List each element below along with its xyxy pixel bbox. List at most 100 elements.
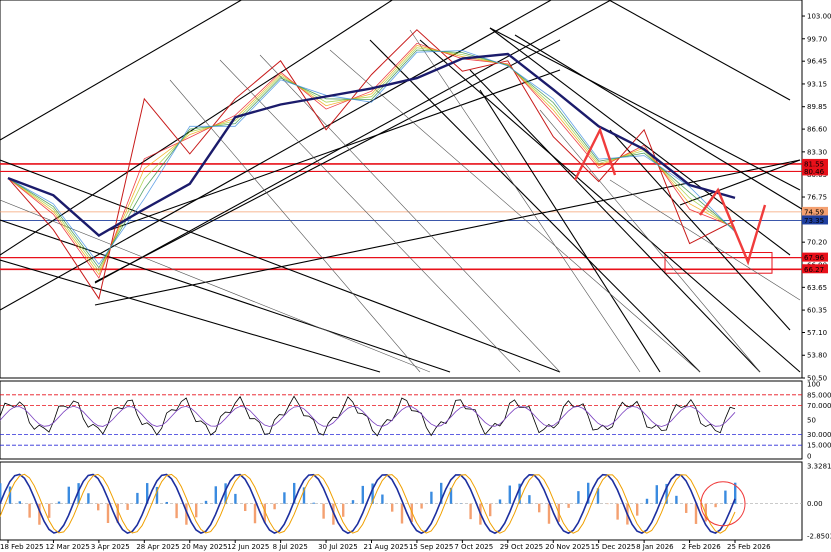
macd-histogram-bar [224, 483, 227, 504]
date-label: 20 Nov 2025 [545, 543, 590, 551]
macd-histogram-bar [18, 501, 21, 504]
macd-histogram-bar [253, 503, 257, 524]
price-label: 73.35 [804, 217, 824, 225]
date-label: 30 Jul 2025 [318, 543, 358, 551]
price-label: 67.96 [804, 254, 825, 262]
macd-histogram-bar [508, 485, 511, 504]
macd-histogram-bar [136, 492, 139, 504]
ma-ribbon-line [7, 45, 736, 276]
date-label: 21 Aug 2025 [364, 543, 409, 551]
macd-histogram-bar [518, 483, 521, 504]
price-label-box [802, 252, 828, 262]
price-tick-label: 63.65 [807, 284, 827, 292]
macd-histogram-bar [312, 502, 315, 504]
macd-tick-label: 3.3281 [807, 463, 831, 471]
macd-histogram-bar [704, 503, 707, 522]
price-label-box [802, 206, 828, 216]
macd-line [0, 473, 736, 535]
macd-histogram-bar [391, 503, 394, 512]
macd-histogram-bar [293, 482, 296, 504]
macd-histogram-bar [694, 503, 698, 524]
price-label: 74.59 [804, 208, 824, 216]
channel-line [94, 159, 801, 306]
date-label: 12 Jun 2025 [227, 543, 269, 551]
channel-line [109, 69, 561, 231]
date-label: 20 May 2025 [182, 543, 228, 551]
price-label-box [802, 215, 828, 225]
price-label: 81.55 [804, 160, 824, 168]
macd-histogram-bar [116, 503, 119, 523]
channel-line [0, 159, 561, 373]
channel-line [479, 89, 661, 373]
macd-histogram-bar [263, 503, 266, 523]
macd-histogram-bar [685, 503, 688, 513]
macd-histogram-bar [273, 503, 276, 510]
ma-ribbon-line [7, 47, 736, 272]
macd-histogram-bar [87, 493, 90, 504]
date-label: 28 Apr 2025 [136, 543, 179, 551]
macd-histogram-bar [489, 503, 492, 517]
macd-signal-line [0, 473, 736, 534]
macd-pane-frame [0, 461, 803, 541]
oscillator-pane-frame [0, 380, 803, 460]
macd-histogram-bar [351, 500, 355, 504]
oscillator-signal-line [0, 405, 736, 427]
moving-average-line [7, 52, 736, 237]
macd-histogram-bar [420, 503, 423, 509]
macd-histogram-bar [587, 482, 590, 504]
fan-line [0, 199, 431, 373]
macd-histogram-bar [577, 491, 580, 504]
projection-arrows [573, 126, 767, 266]
macd-histogram-bar [77, 483, 80, 504]
price-label-box [802, 158, 828, 168]
macd-histogram-bar [48, 503, 51, 518]
channel-line [489, 27, 791, 256]
main-price-pane[interactable] [0, 0, 821, 379]
oscillator-pane[interactable] [0, 380, 803, 460]
price-tick-label: 93.15 [807, 80, 827, 88]
channel-line [0, 219, 451, 373]
macd-tick-label: 0.00 [807, 500, 823, 508]
macd-histogram-bar [567, 503, 570, 508]
macd-pane[interactable] [0, 461, 803, 541]
price-label-box [802, 166, 828, 176]
macd-histogram-bar [734, 482, 737, 504]
macd-histogram-bar [714, 503, 717, 508]
highlight-circle [700, 481, 746, 527]
macd-histogram-bar [67, 486, 70, 504]
macd-histogram-bar [498, 499, 502, 504]
macd-histogram-bar [97, 503, 100, 511]
macd-histogram-bar [185, 503, 188, 525]
macd-histogram-bar [596, 488, 600, 504]
price-tick-label: 89.85 [807, 103, 827, 111]
macd-histogram-bar [655, 485, 658, 504]
macd-histogram-bar [400, 503, 404, 524]
date-label: 8 Jan 2026 [636, 543, 674, 551]
ma-ribbon-line [7, 42, 736, 279]
price-tick-label: 86.60 [807, 126, 827, 134]
macd-histogram-bar [440, 482, 443, 504]
macd-histogram-bar [28, 503, 31, 518]
main-pane-frame [0, 0, 803, 379]
macd-histogram-bar [175, 503, 178, 519]
oscillator-tick-label: 50 [807, 417, 816, 425]
macd-histogram-bar [449, 487, 453, 504]
date-label: 15 Dec 2025 [591, 543, 636, 551]
date-label: 2 Feb 2026 [682, 543, 722, 551]
channel-line [514, 34, 821, 221]
macd-histogram-bar [204, 500, 208, 504]
macd-histogram-bar [675, 495, 678, 504]
channel-line [607, 0, 791, 101]
fan-line [329, 49, 701, 373]
price-tick-label: 50.50 [807, 375, 827, 383]
channel-line [679, 159, 801, 206]
macd-tick-label: -2.8503 [807, 533, 831, 541]
macd-histogram-bar [724, 490, 727, 504]
price-tick-label: 70.20 [807, 239, 827, 247]
channel-line [369, 39, 701, 373]
price-label: 66.27 [804, 266, 824, 274]
fan-line [219, 59, 521, 373]
macd-histogram-bar [195, 503, 198, 518]
